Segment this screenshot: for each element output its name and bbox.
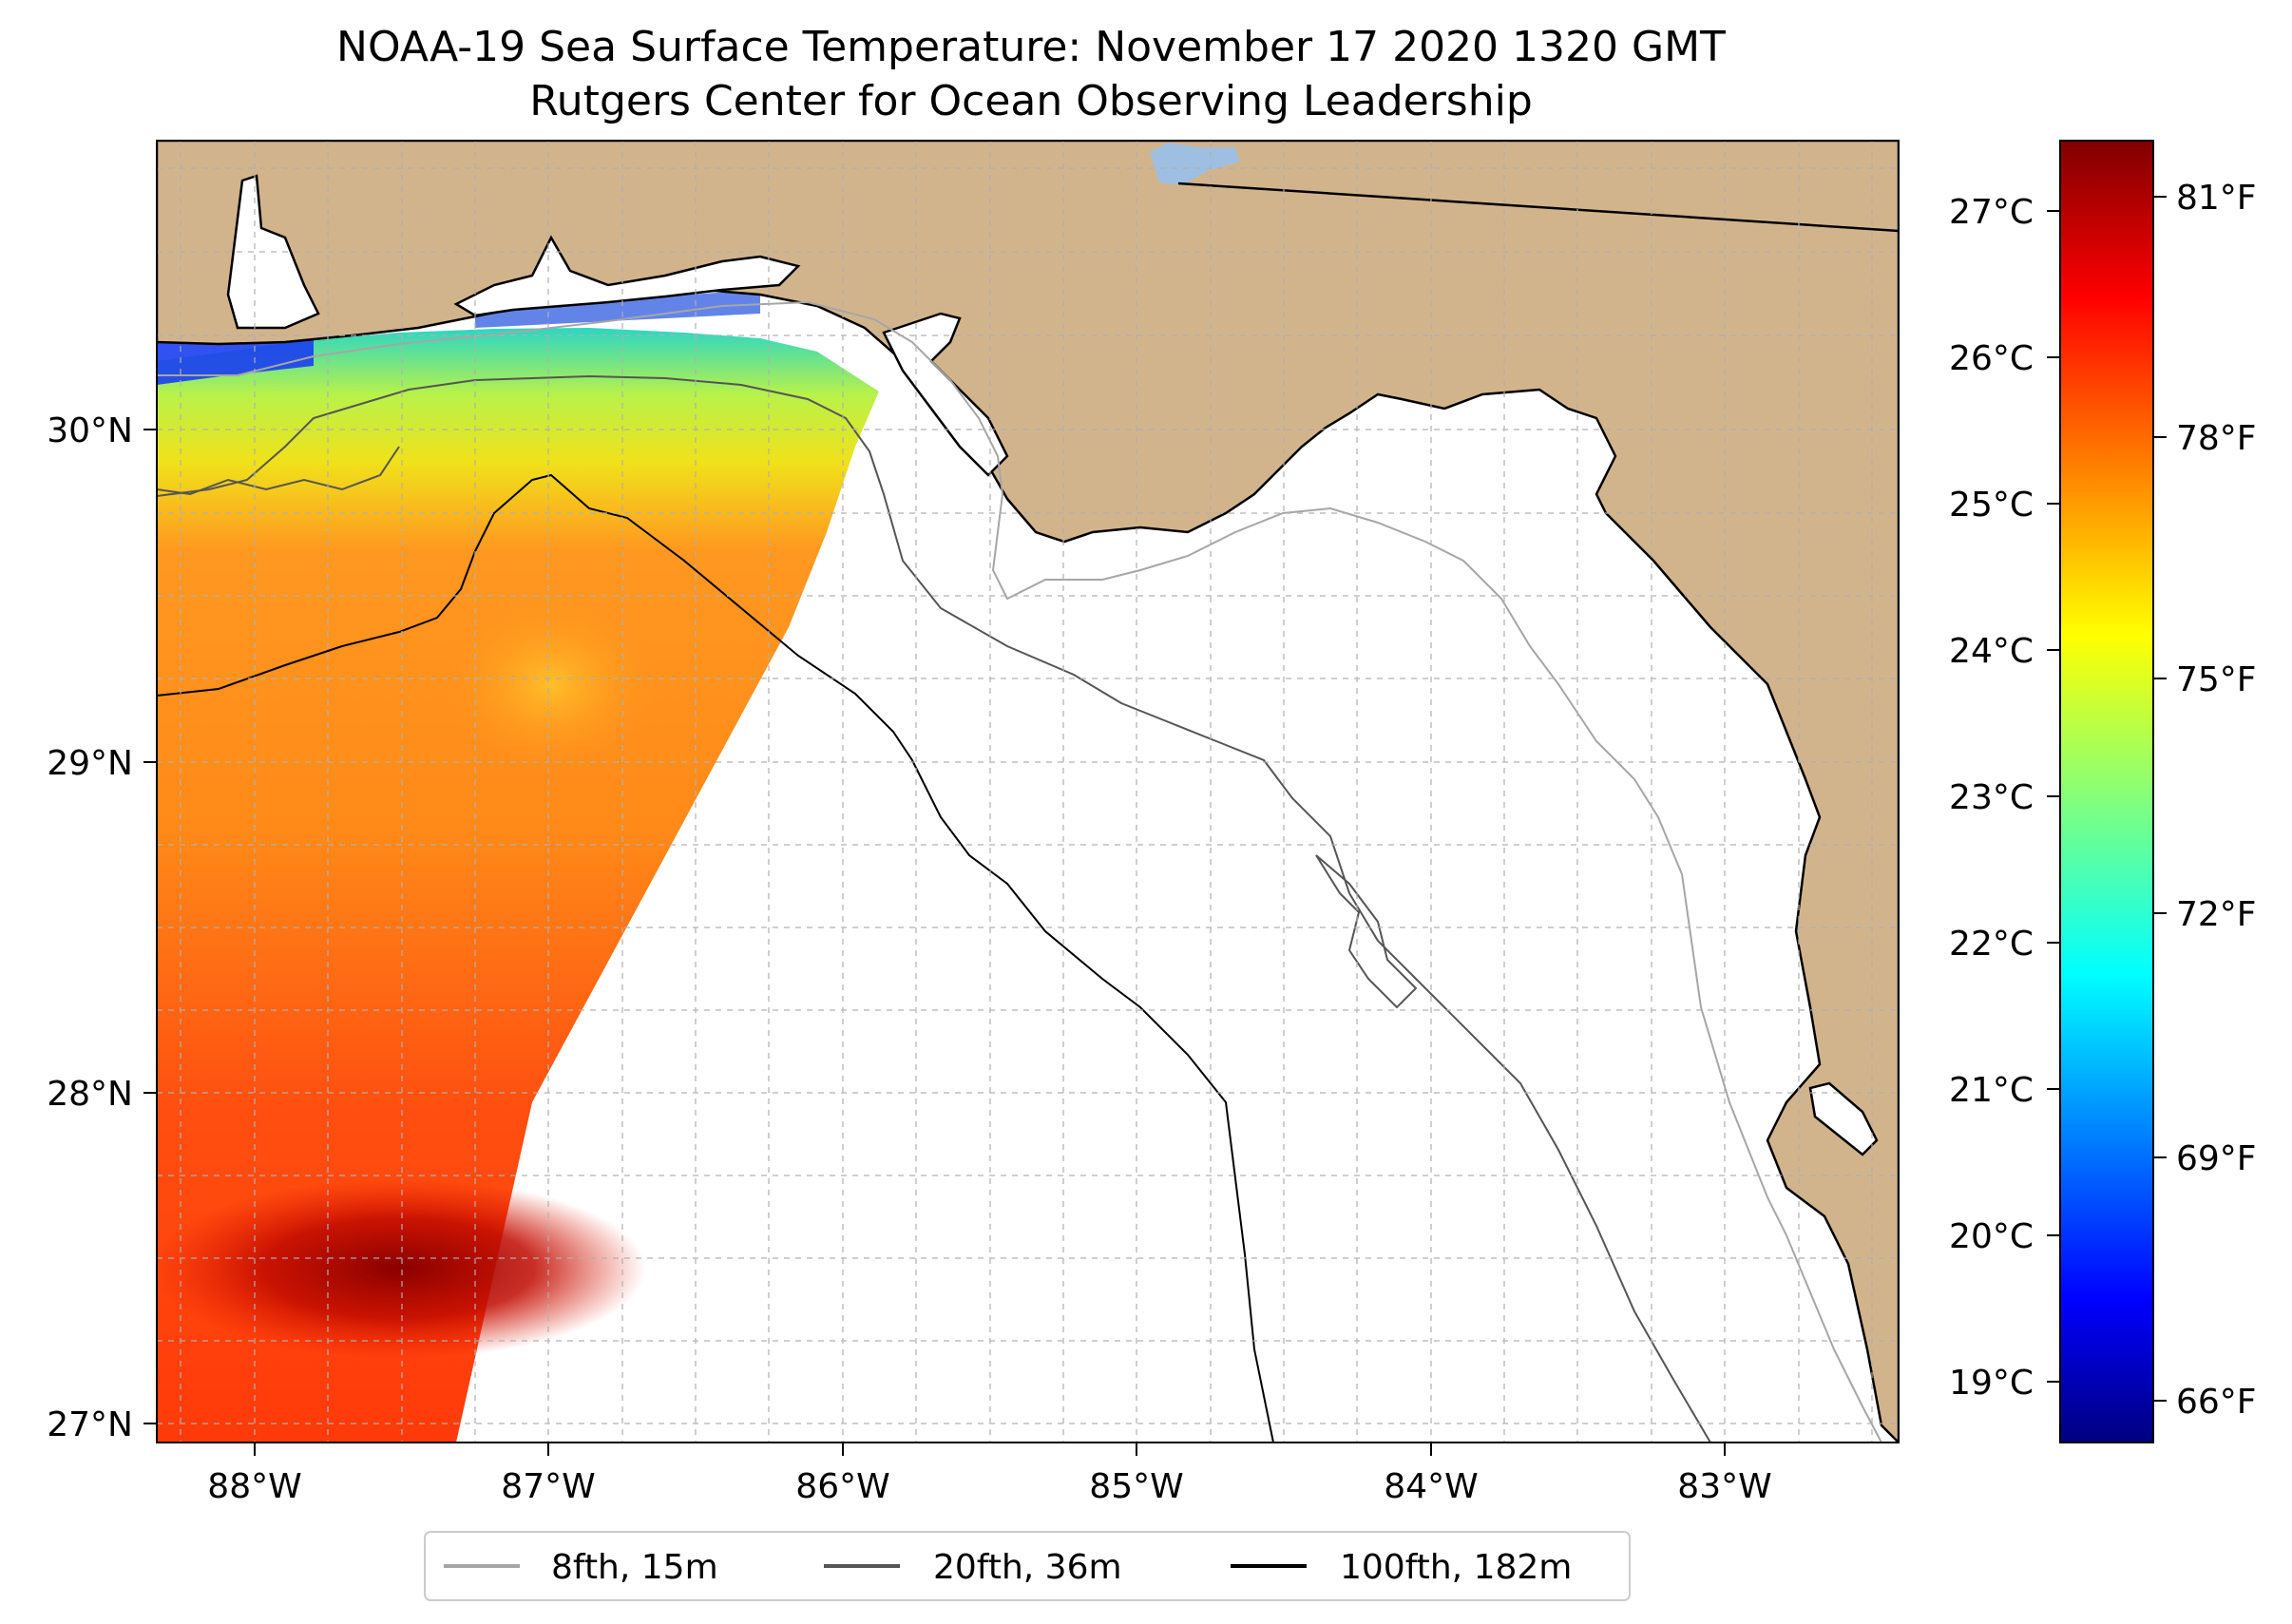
sst-cold-nearshore — [157, 334, 314, 385]
lon-tick-label: 83°W — [1677, 1467, 1771, 1506]
celsius-tick-label: 25°C — [1949, 486, 2034, 525]
fahrenheit-tick-label: 66°F — [2176, 1383, 2257, 1422]
lat-tick-label: 27°N — [47, 1405, 133, 1444]
fahrenheit-tick-label: 81°F — [2176, 179, 2257, 218]
celsius-tick-label: 22°C — [1949, 925, 2034, 964]
lon-tick-label: 86°W — [795, 1467, 889, 1506]
isobath-100fth-line — [157, 473, 1274, 1442]
celsius-tick-label: 23°C — [1949, 778, 2034, 817]
lat-tick-label: 30°N — [47, 411, 133, 450]
map-ticks — [143, 429, 1726, 1456]
lon-tick-label: 88°W — [207, 1467, 301, 1506]
legend-label: 8fth, 15m — [551, 1548, 718, 1587]
lat-tick-label: 29°N — [47, 744, 133, 783]
fahrenheit-tick-label: 78°F — [2176, 419, 2257, 458]
sst-warm-core — [157, 1178, 646, 1359]
legend-item-20fth: 20fth, 36m — [824, 1548, 1122, 1587]
chart-subtitle: Rutgers Center for Ocean Observing Leade… — [529, 77, 1533, 125]
lake — [1150, 143, 1240, 185]
celsius-tick-label: 27°C — [1949, 193, 2034, 232]
colorbar: 19°C 20°C 21°C 22°C 23°C 24°C 25°C 26°C … — [1949, 140, 2257, 1443]
legend-label: 20fth, 36m — [933, 1548, 1122, 1587]
map-frame — [156, 140, 1900, 1443]
lon-tick-label: 87°W — [501, 1467, 595, 1506]
isobath-8fth-line — [157, 300, 1882, 1442]
sst-cooler-patch — [447, 599, 656, 770]
celsius-tick-label: 26°C — [1949, 339, 2034, 378]
fahrenheit-tick-label: 72°F — [2176, 895, 2257, 934]
celsius-tick-label: 21°C — [1949, 1071, 2034, 1110]
legend-label: 100fth, 182m — [1340, 1548, 1572, 1587]
celsius-tick-label: 19°C — [1949, 1364, 2034, 1403]
legend: 8fth, 15m 20fth, 36m 100fth, 182m — [424, 1531, 1631, 1601]
lat-tick-label: 28°N — [47, 1075, 133, 1114]
colorbar-gradient — [2059, 140, 2154, 1443]
isobath-20fth-line — [157, 374, 1711, 1442]
land-tampa-bay — [1808, 1081, 1879, 1156]
isobath-100fth-182m — [157, 473, 1274, 1442]
chart-title: NOAA-19 Sea Surface Temperature: Novembe… — [336, 23, 1726, 71]
legend-box — [424, 1531, 1631, 1601]
lat-tick-labels: 30°N 29°N 28°N 27°N — [47, 411, 133, 1444]
celsius-tick-label: 20°C — [1949, 1217, 2034, 1256]
fahrenheit-tick-label: 75°F — [2176, 660, 2257, 699]
lon-tick-label: 84°W — [1384, 1467, 1478, 1506]
isobath-20fth-shoal — [1315, 854, 1418, 1009]
sst-swath — [157, 238, 879, 1442]
legend-item-100fth: 100fth, 182m — [1231, 1548, 1572, 1587]
map-panel: 88°W 87°W 86°W 85°W 84°W 83°W 30°N 29°N … — [47, 140, 1900, 1506]
colorbar-celsius-axis: 19°C 20°C 21°C 22°C 23°C 24°C 25°C 26°C … — [1949, 193, 2060, 1403]
colorbar-fahrenheit-axis: 66°F 69°F 72°F 75°F 78°F 81°F — [2153, 179, 2257, 1422]
state-border — [1177, 182, 1899, 233]
isobath-20fth-36m — [157, 374, 1711, 1442]
celsius-tick-label: 24°C — [1949, 632, 2034, 671]
gridlines — [157, 141, 1899, 1442]
isobath-20fth-inner — [157, 446, 400, 496]
sst-cold-strip — [475, 290, 760, 328]
lon-tick-label: 85°W — [1089, 1467, 1183, 1506]
legend-item-8fth: 8fth, 15m — [444, 1548, 718, 1587]
fahrenheit-tick-label: 69°F — [2176, 1139, 2257, 1178]
lon-tick-labels: 88°W 87°W 86°W 85°W 84°W 83°W — [207, 1467, 1771, 1506]
land-apalachicola-bay — [882, 312, 1009, 477]
sst-swath-fill — [157, 328, 879, 1442]
isobath-8fth-15m — [157, 300, 1882, 1442]
